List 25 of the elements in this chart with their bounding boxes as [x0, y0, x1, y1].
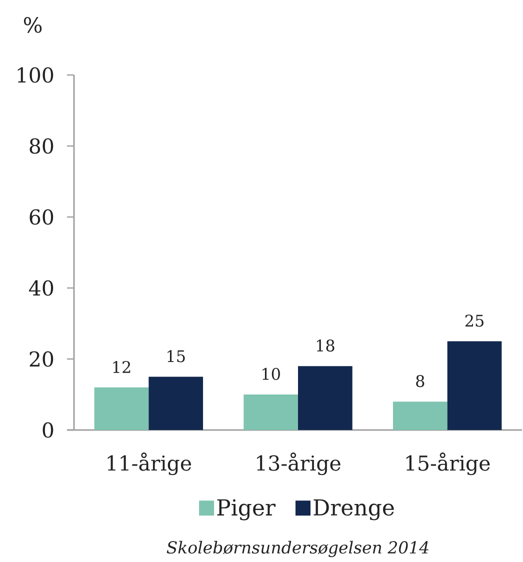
- y-tick-label: 100: [18, 67, 54, 83]
- bar: [392, 402, 448, 430]
- y-tick-label: 60: [30, 209, 54, 225]
- bar: [94, 387, 149, 430]
- bar: [447, 341, 502, 430]
- data-label: 15: [168, 350, 185, 362]
- data-label: 12: [113, 361, 130, 373]
- bar: [244, 394, 298, 430]
- data-label: 10: [262, 368, 280, 380]
- legend-label: Drenge: [314, 499, 394, 520]
- y-axis-title: %: [24, 16, 42, 33]
- data-label: 18: [316, 339, 334, 352]
- y-tick-label: 0: [42, 422, 54, 438]
- x-tick-label: 11-årige: [108, 452, 192, 476]
- data-label: 8: [416, 374, 424, 388]
- x-tick-label: 13-årige: [257, 452, 340, 476]
- data-label: 25: [465, 314, 484, 327]
- y-tick-label: 20: [30, 351, 54, 367]
- x-tick-label: 15-årige: [406, 452, 490, 476]
- text: Skolebørnsundersøgelsen 2014: [166, 540, 428, 558]
- bar: [148, 376, 204, 430]
- legend-label: Piger: [217, 499, 276, 520]
- y-tick-label: 40: [29, 280, 54, 296]
- bar: [298, 366, 352, 430]
- y-tick-label: 80: [30, 138, 54, 154]
